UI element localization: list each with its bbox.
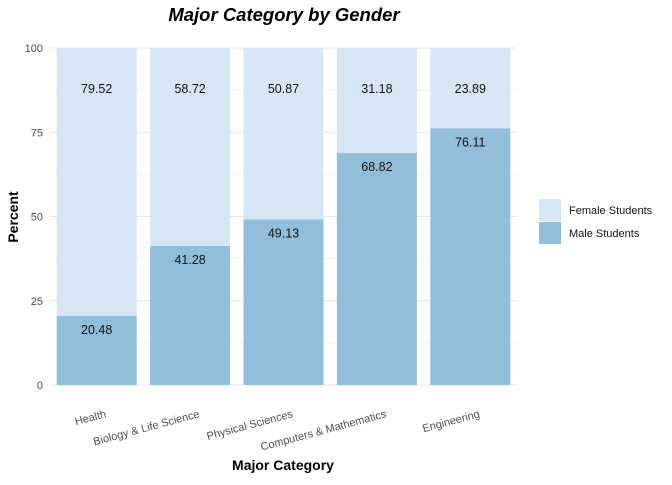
legend-label: Male Students — [569, 228, 640, 240]
x-tick-label: Biology & Life Science — [92, 408, 201, 448]
y-tick-label: 0 — [37, 380, 43, 392]
x-tick-label: Health — [74, 408, 108, 428]
x-tick-label: Engineering — [421, 408, 481, 435]
data-label-male: 76.11 — [455, 136, 485, 150]
bar-labels: 79.52 20.48 58.72 41.28 50.87 49.13 31.18 68.82… — [81, 82, 486, 337]
y-axis-ticks: 0 25 50 75 100 — [25, 43, 43, 392]
legend-key — [539, 199, 561, 221]
data-label-male: 68.82 — [361, 160, 392, 174]
bar-female-students — [150, 48, 231, 246]
bar-male-students — [243, 219, 324, 385]
y-tick-label: 75 — [31, 127, 43, 139]
legend-key — [539, 222, 561, 244]
data-label-female: 23.89 — [455, 82, 486, 96]
y-tick-label: 100 — [25, 43, 43, 55]
data-label-female: 50.87 — [268, 82, 299, 96]
bar-male-students — [336, 153, 417, 385]
legend: Female Students Male Students — [539, 199, 653, 244]
y-tick-label: 25 — [31, 296, 43, 308]
y-tick-label: 50 — [31, 212, 43, 224]
bar-male-students — [150, 245, 231, 385]
bar-female-students — [430, 48, 511, 129]
data-label-male: 20.48 — [81, 323, 112, 337]
legend-label: Female Students — [569, 205, 653, 217]
chart-title: Major Category by Gender — [168, 4, 401, 25]
x-axis-title: Major Category — [232, 457, 334, 473]
bar-male-students — [56, 315, 137, 385]
bar-female-students — [243, 48, 324, 220]
bar-female-students — [56, 48, 137, 316]
bars — [56, 48, 511, 386]
data-label-male: 49.13 — [268, 226, 299, 240]
data-label-female: 31.18 — [361, 82, 392, 96]
data-label-female: 58.72 — [174, 82, 205, 96]
data-label-female: 79.52 — [81, 82, 112, 96]
bar-male-students — [430, 128, 511, 386]
y-axis-title: Percent — [5, 191, 21, 243]
data-label-male: 41.28 — [174, 253, 205, 267]
bar-female-students — [336, 48, 417, 154]
